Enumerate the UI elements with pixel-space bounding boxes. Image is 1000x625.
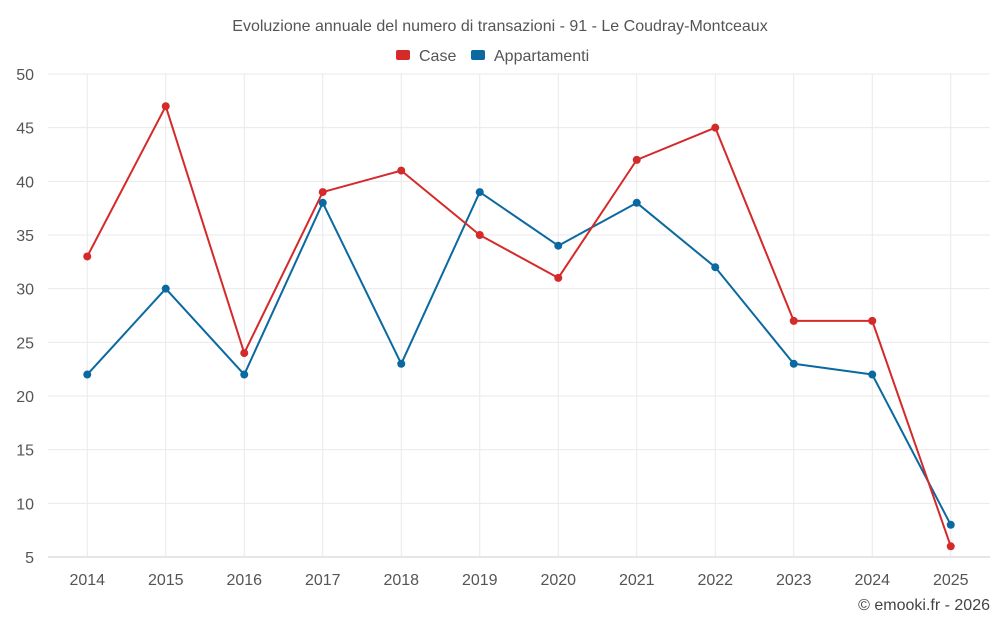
legend: Case Appartamenti [396,48,589,65]
legend-swatch-case [396,50,410,60]
x-tick-label: 2020 [540,572,576,589]
data-point-case[interactable] [397,166,406,175]
x-tick-label: 2021 [619,572,655,589]
data-point-appartamenti[interactable] [946,520,955,529]
data-point-appartamenti[interactable] [475,188,484,197]
legend-label-appartamenti[interactable]: Appartamenti [494,48,589,65]
x-tick-label: 2024 [854,572,890,589]
data-point-appartamenti[interactable] [397,359,406,368]
data-point-case[interactable] [554,273,563,282]
data-point-case[interactable] [83,252,92,261]
y-tick-label: 15 [16,443,34,460]
series-line-case [86,105,952,547]
x-tick-label: 2018 [383,572,419,589]
data-point-appartamenti[interactable] [868,370,877,379]
x-tick-label: 2019 [462,572,498,589]
y-tick-label: 10 [16,496,34,513]
chart-title: Evoluzione annuale del numero di transaz… [232,18,767,35]
data-point-case[interactable] [161,102,170,111]
data-point-appartamenti[interactable] [83,370,92,379]
series-line-appartamenti [86,191,952,526]
x-tick-label: 2022 [697,572,733,589]
x-tick-label: 2014 [69,572,105,589]
data-point-appartamenti[interactable] [554,241,563,250]
legend-label-case[interactable]: Case [419,48,456,65]
data-point-appartamenti[interactable] [789,359,798,368]
legend-swatch-appartamenti [471,50,485,60]
data-point-case[interactable] [789,316,798,325]
y-tick-label: 30 [16,282,34,299]
y-tick-label: 50 [16,67,34,84]
y-tick-label: 45 [16,121,34,138]
data-point-case[interactable] [946,542,955,551]
data-point-appartamenti[interactable] [711,263,720,272]
data-point-case[interactable] [632,155,641,164]
y-axis: 5 10 15 20 25 30 35 40 45 50 [16,67,34,567]
data-point-appartamenti[interactable] [161,284,170,293]
x-tick-label: 2015 [148,572,184,589]
x-tick-label: 2017 [305,572,341,589]
y-tick-label: 5 [25,550,34,567]
series [83,102,955,551]
data-point-case[interactable] [868,316,877,325]
data-point-appartamenti[interactable] [318,198,327,207]
y-tick-label: 20 [16,389,34,406]
y-tick-label: 35 [16,228,34,245]
data-point-case[interactable] [711,123,720,132]
grid [48,73,990,558]
x-axis: 2014 2015 2016 2017 2018 2019 2020 2021 2022 2023… [69,572,968,589]
credit-text: © emooki.fr - 2026 [858,597,990,614]
x-tick-label: 2023 [776,572,812,589]
x-tick-label: 2016 [226,572,262,589]
data-point-case[interactable] [475,231,484,239]
y-tick-label: 25 [16,335,34,352]
x-tick-label: 2025 [933,572,969,589]
data-point-appartamenti[interactable] [240,370,249,379]
data-point-case[interactable] [318,188,327,197]
data-point-case[interactable] [240,349,249,358]
data-point-appartamenti[interactable] [632,198,641,207]
y-tick-label: 40 [16,174,34,191]
